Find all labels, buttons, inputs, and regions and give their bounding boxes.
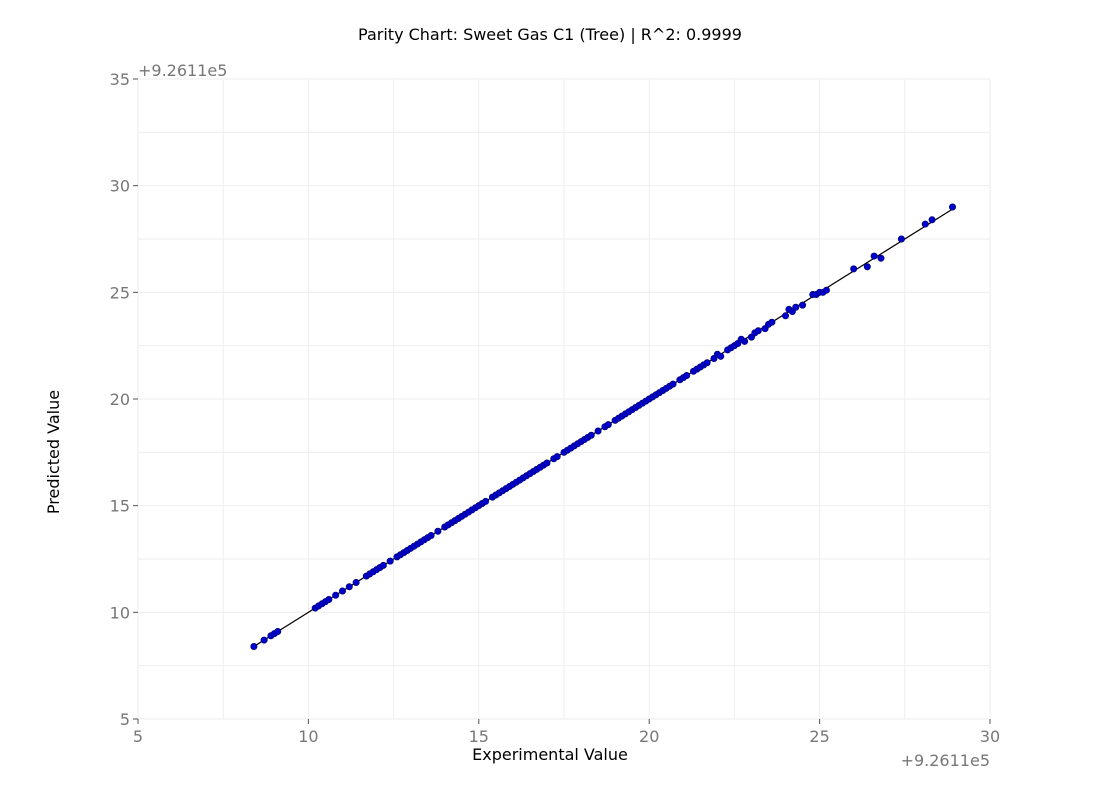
data-point [352,578,360,586]
y-tick-label: 25 [110,283,130,302]
data-point [703,359,711,367]
data-point [921,220,929,228]
y-tick-label: 10 [110,603,130,622]
y-tick-label: 35 [110,70,130,89]
y-tick-label: 30 [110,177,130,196]
chart-title: Parity Chart: Sweet Gas C1 (Tree) | R^2:… [358,25,742,44]
y-axis-label: Predicted Value [44,390,63,514]
data-point [683,372,691,380]
data-point [427,532,435,540]
data-point [386,557,394,565]
data-point [274,628,282,636]
y-tick-label: 5 [120,710,130,729]
data-point [850,265,858,273]
y-tick-label: 20 [110,390,130,409]
data-point [877,254,885,262]
data-point [604,421,612,429]
data-point [792,303,800,311]
data-point [669,380,677,388]
x-axis-label: Experimental Value [472,745,628,764]
data-point [799,301,807,309]
data-point [482,497,490,505]
axes [133,78,991,724]
data-point [332,591,340,599]
x-tick-label: 25 [809,727,829,746]
y-tick-label: 15 [110,497,130,516]
data-point [768,318,776,326]
data-point [345,583,353,591]
x-tick-label: 5 [133,727,143,746]
x-tick-label: 10 [298,727,318,746]
data-point [594,427,602,435]
data-point [897,235,905,243]
x-tick-label: 15 [469,727,489,746]
x-tick-label: 30 [980,727,1000,746]
data-point [754,327,762,335]
tick-labels: 5 10 15 20 25 30 5 10 15 20 25 30 35 [110,70,1001,746]
data-point [587,431,595,439]
data-point [782,312,790,320]
data-point [338,587,346,595]
data-points [250,203,957,650]
data-point [949,203,957,211]
data-point [325,596,333,604]
data-point [250,642,258,650]
data-point [717,352,725,360]
data-point [822,286,830,294]
data-point [260,636,268,644]
x-offset-label: +9.2611e5 [901,751,990,770]
x-tick-label: 20 [639,727,659,746]
data-point [870,252,878,260]
y-offset-label: +9.2611e5 [138,61,227,80]
data-point [741,337,749,345]
data-point [434,527,442,535]
grid-lines [137,78,991,720]
data-point [543,459,551,467]
data-point [928,216,936,224]
data-point [379,561,387,569]
data-point [553,453,561,461]
data-point [863,263,871,271]
